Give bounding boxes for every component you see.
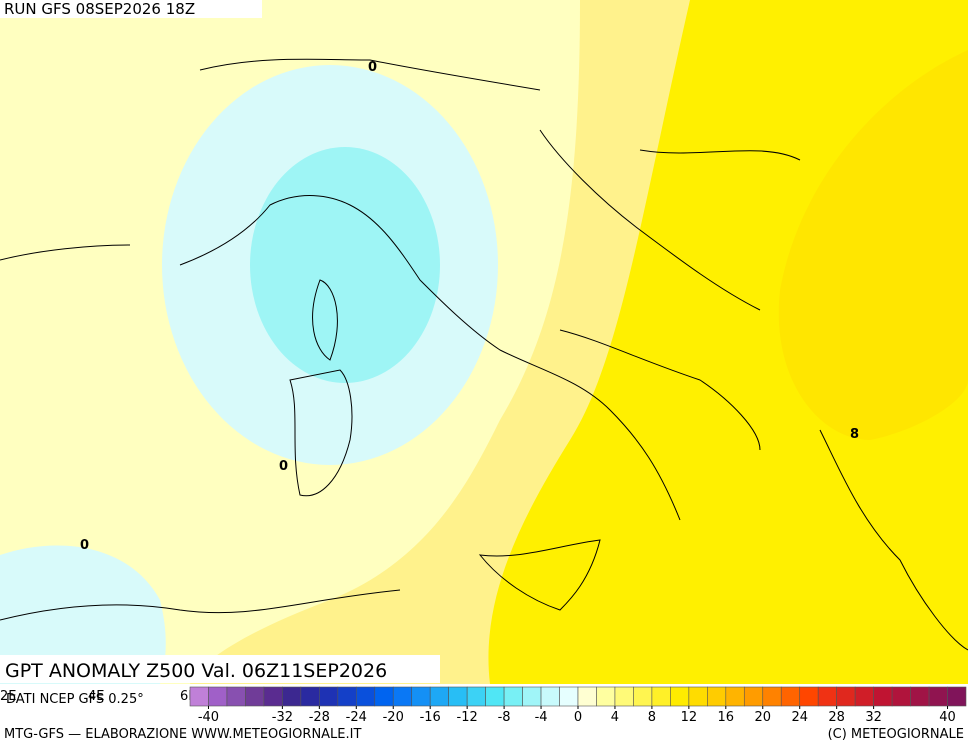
tick-label: 32 [865, 710, 882, 725]
tick-label: -4 [535, 710, 548, 725]
contour-label: 0 [279, 459, 288, 474]
color-cell [688, 686, 708, 707]
run-label: RUN GFS 08SEP2026 18Z [4, 0, 195, 18]
color-cell [707, 686, 727, 707]
field-cyan [250, 147, 440, 383]
lon-label: 4E [88, 689, 105, 704]
tick-label: 28 [828, 710, 845, 725]
field-light-cyan-sw [0, 545, 166, 684]
color-cell [725, 686, 745, 707]
color-cell [817, 686, 837, 707]
color-cell [319, 686, 339, 707]
colorbar: -40 -32 -28 -24 -20 -16 -12 -8 -4 0 4 8 12 16 20 24 28 32… [189, 686, 967, 725]
tick-label: 4 [611, 710, 619, 725]
tick-label: -24 [346, 710, 367, 725]
field-yellow-dark [778, 50, 968, 440]
color-cell [596, 686, 616, 707]
color-cell [947, 686, 967, 707]
color-cell [208, 686, 228, 707]
tick-label: 40 [939, 710, 956, 725]
color-cell [189, 686, 209, 707]
color-cell [263, 686, 283, 707]
color-cell [485, 686, 505, 707]
tick-label: 12 [681, 710, 698, 725]
color-cell [429, 686, 449, 707]
tick-label: 24 [791, 710, 808, 725]
color-cell [411, 686, 431, 707]
color-cell [355, 686, 376, 707]
color-cell [448, 686, 468, 707]
color-cell [226, 686, 246, 707]
tick-label: -28 [309, 710, 330, 725]
color-cell [780, 686, 801, 707]
color-cell [245, 686, 265, 707]
coastlines [0, 58, 968, 651]
color-cell [282, 686, 302, 707]
product-box [0, 655, 440, 683]
color-cell [503, 686, 523, 707]
tick-label: 8 [648, 710, 656, 725]
color-cell [374, 686, 394, 707]
color-cell [577, 686, 597, 707]
color-cell [633, 686, 653, 707]
color-cell [873, 686, 893, 707]
color-cell [540, 686, 560, 707]
tick-label: 16 [718, 710, 735, 725]
color-cell [670, 686, 690, 707]
header-box [0, 0, 262, 18]
tick-label: 20 [754, 710, 771, 725]
contour-label: 8 [850, 427, 859, 442]
color-cell [466, 686, 486, 707]
color-cell [300, 686, 320, 707]
color-cell [559, 686, 579, 707]
tick-label: -16 [420, 710, 441, 725]
copyright-label: (C) METEOGIORNALE [828, 727, 964, 742]
credit-label: MTG-GFS — ELABORAZIONE WWW.METEOGIORNALE… [4, 727, 361, 742]
tick-label: -40 [198, 710, 219, 725]
product-label: GPT ANOMALY Z500 Val. 06Z11SEP2026 [5, 660, 387, 682]
color-cell [836, 686, 856, 707]
color-cell [891, 686, 911, 707]
source-label: DATI NCEP GFS 0.25° [6, 692, 144, 707]
tick-label: -8 [498, 710, 511, 725]
color-cell [799, 686, 819, 707]
tick-label: -12 [457, 710, 478, 725]
color-cell [651, 686, 671, 707]
tick-label: -32 [272, 710, 293, 725]
contour-label: 0 [80, 538, 89, 553]
color-cell [337, 686, 357, 707]
color-cell [928, 686, 948, 707]
color-cell [614, 686, 634, 707]
color-cell [762, 686, 782, 707]
color-cell [854, 686, 874, 707]
tick-label: -20 [383, 710, 404, 725]
color-cell [743, 686, 764, 707]
color-cell [392, 686, 413, 707]
contour-label: 0 [368, 60, 377, 75]
color-cell [910, 686, 930, 707]
tick-label: 0 [574, 710, 582, 725]
map: 0 0 0 8 0 [0, 0, 968, 684]
color-cell [522, 686, 542, 707]
lon-label: 2E [0, 689, 17, 704]
